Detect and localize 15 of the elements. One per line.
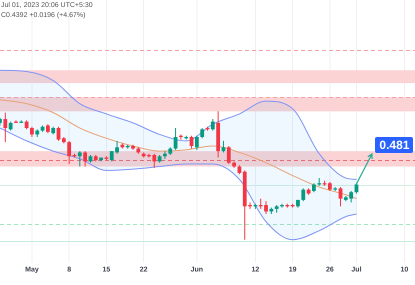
candlestick — [210, 118, 215, 132]
candlestick — [174, 128, 178, 150]
candlestick — [338, 186, 342, 207]
annotation: 0.481 — [375, 136, 414, 153]
candlestick — [200, 128, 204, 139]
candlestick — [78, 150, 82, 168]
candlestick — [83, 150, 88, 168]
candlestick — [3, 112, 8, 143]
candlestick — [222, 140, 226, 153]
candlestick — [349, 190, 354, 203]
candlestick — [301, 188, 306, 202]
candlestick — [190, 135, 194, 150]
candlestick — [226, 146, 231, 164]
candlestick — [194, 135, 199, 150]
candlestick — [30, 126, 34, 138]
